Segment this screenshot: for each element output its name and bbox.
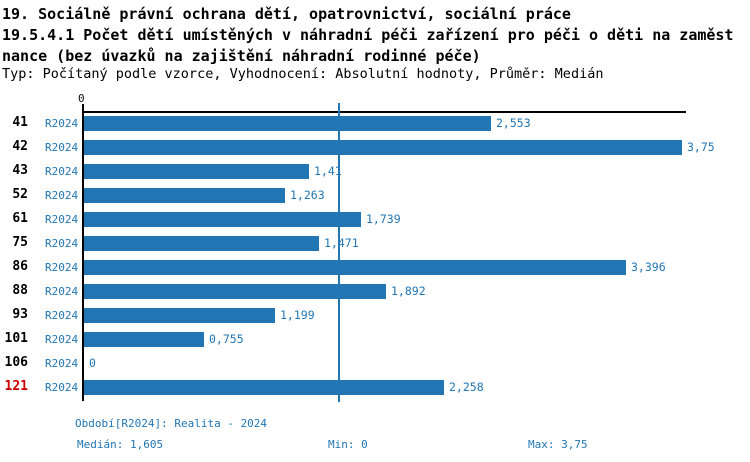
row-value-label: 3,396 xyxy=(631,260,666,274)
footer-max-label: Max: 3,75 xyxy=(528,438,588,451)
row-series-label: R2024 xyxy=(45,165,79,178)
row-series-label: R2024 xyxy=(45,333,79,346)
row-value-label: 1,892 xyxy=(391,284,426,298)
y-axis-line xyxy=(82,104,84,401)
chart-row: 75 R2024 1,471 xyxy=(0,232,750,256)
row-category-label: 42 xyxy=(12,139,28,154)
row-category-label: 75 xyxy=(12,235,28,250)
row-category-label: 101 xyxy=(4,331,28,346)
row-series-label: R2024 xyxy=(45,189,79,202)
row-series-label: R2024 xyxy=(45,309,79,322)
row-category-label: 93 xyxy=(12,307,28,322)
row-bar xyxy=(84,236,319,251)
row-bar xyxy=(84,188,285,203)
plot-top-border xyxy=(82,111,686,113)
chart-row: 43 R2024 1,41 xyxy=(0,160,750,184)
footer-period-label: Období[R2024]: Realita - 2024 xyxy=(75,417,268,430)
row-bar xyxy=(84,284,386,299)
row-category-label: 41 xyxy=(12,115,28,130)
row-series-label: R2024 xyxy=(45,381,79,394)
page-title-line2: 19.5.4.1 Počet dětí umístěných v náhradn… xyxy=(2,26,734,44)
row-category-label: 88 xyxy=(12,283,28,298)
row-value-label: 0,755 xyxy=(209,332,244,346)
row-value-label: 0 xyxy=(89,356,96,370)
footer-median-label: Medián: 1,605 xyxy=(77,438,164,451)
row-series-label: R2024 xyxy=(45,357,79,370)
row-series-label: R2024 xyxy=(45,237,79,250)
chart-row: 93 R2024 1,199 xyxy=(0,304,750,328)
row-bar xyxy=(84,308,275,323)
row-bar xyxy=(84,260,626,275)
row-category-label: 43 xyxy=(12,163,28,178)
row-series-label: R2024 xyxy=(45,141,79,154)
row-value-label: 1,41 xyxy=(314,164,342,178)
row-bar xyxy=(84,380,444,395)
row-value-label: 2,553 xyxy=(496,116,531,130)
chart-row: 42 R2024 3,75 xyxy=(0,136,750,160)
chart-row: 101 R2024 0,755 xyxy=(0,328,750,352)
row-value-label: 1,471 xyxy=(324,236,359,250)
row-value-label: 1,199 xyxy=(280,308,315,322)
chart-row: 61 R2024 1,739 xyxy=(0,208,750,232)
row-category-label: 121 xyxy=(4,379,28,394)
chart-row: 121 R2024 2,258 xyxy=(0,376,750,400)
row-value-label: 2,258 xyxy=(449,380,484,394)
row-value-label: 3,75 xyxy=(687,140,715,154)
row-value-label: 1,263 xyxy=(290,188,325,202)
chart-row: 86 R2024 3,396 xyxy=(0,256,750,280)
page-title-line1: 19. Sociálně právní ochrana dětí, opatro… xyxy=(2,5,571,23)
row-category-label: 52 xyxy=(12,187,28,202)
axis-zero-tick-label: 0 xyxy=(78,92,85,105)
row-bar xyxy=(84,332,204,347)
row-value-label: 1,739 xyxy=(366,212,401,226)
row-category-label: 86 xyxy=(12,259,28,274)
row-bar xyxy=(84,140,682,155)
row-category-label: 61 xyxy=(12,211,28,226)
row-category-label: 106 xyxy=(4,355,28,370)
median-reference-line xyxy=(338,103,340,402)
chart-row: 52 R2024 1,263 xyxy=(0,184,750,208)
row-bar xyxy=(84,164,309,179)
page-title-line3: nance (bez úvazků na zajištění náhradní … xyxy=(2,47,481,65)
footer-min-label: Min: 0 xyxy=(328,438,368,451)
chart-row: 106 R2024 0 xyxy=(0,352,750,376)
row-series-label: R2024 xyxy=(45,117,79,130)
row-bar xyxy=(84,212,361,227)
row-series-label: R2024 xyxy=(45,261,79,274)
row-series-label: R2024 xyxy=(45,285,79,298)
chart-subtitle: Typ: Počítaný podle vzorce, Vyhodnocení:… xyxy=(2,66,604,82)
row-series-label: R2024 xyxy=(45,213,79,226)
chart-row: 88 R2024 1,892 xyxy=(0,280,750,304)
row-bar xyxy=(84,116,491,131)
chart-row: 41 R2024 2,553 xyxy=(0,112,750,136)
